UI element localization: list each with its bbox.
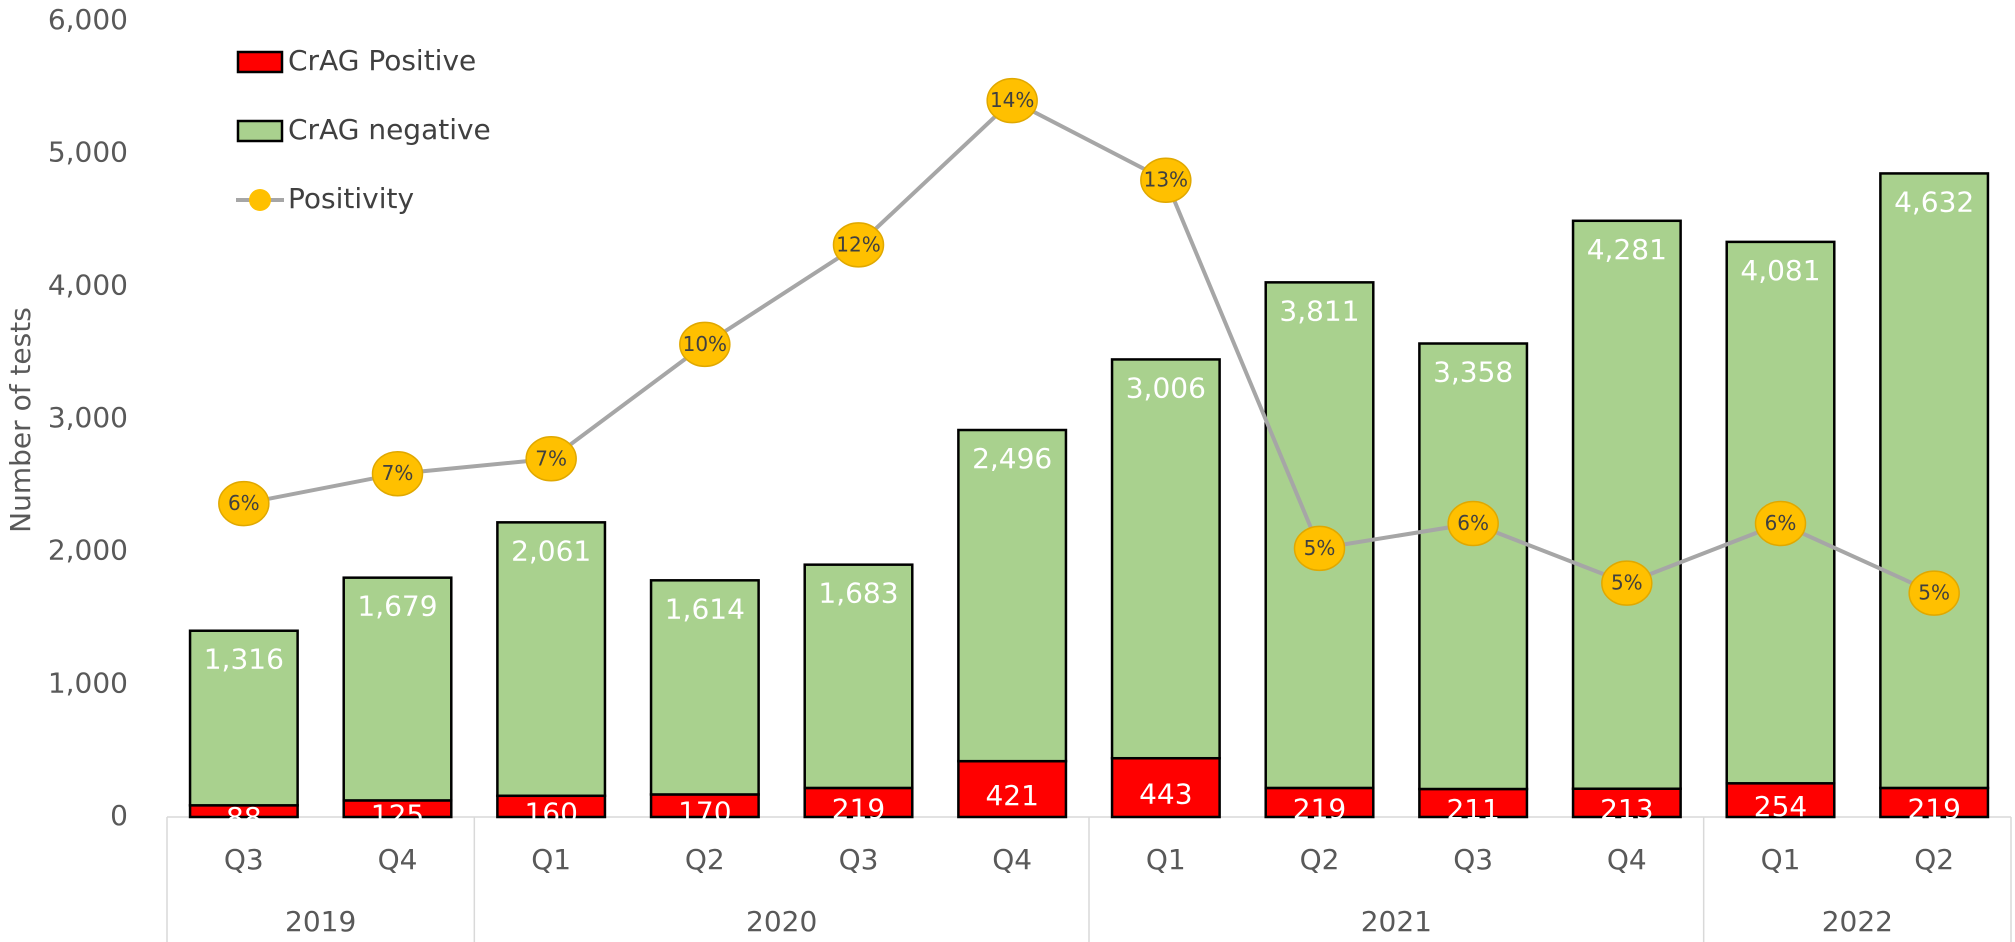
bar-segment: [1879, 172, 1990, 790]
data-label: 4,632: [1894, 185, 1974, 218]
data-label: 1,679: [357, 590, 437, 623]
data-label: 6%: [1765, 511, 1797, 535]
bar-segment: [1571, 219, 1682, 790]
legend-label: CrAG negative: [288, 113, 491, 146]
data-label: 7%: [382, 461, 414, 485]
y-tick-label: 5,000: [48, 136, 128, 169]
x-tick-label: Q1: [1146, 843, 1186, 876]
data-label: 219: [1293, 792, 1346, 825]
legend-label: CrAG Positive: [288, 44, 476, 77]
legend-label: Positivity: [288, 182, 414, 215]
group-label: 2019: [285, 905, 356, 938]
line-marker: [1908, 570, 1960, 616]
data-label: 13%: [1144, 168, 1188, 192]
group-label: 2021: [1361, 905, 1432, 938]
line-marker: [1601, 560, 1653, 606]
bar-segment: [188, 629, 299, 807]
bar-segment: [1418, 342, 1529, 791]
bar-segment: [342, 576, 453, 802]
data-label: 88: [226, 801, 262, 834]
group-label: 2022: [1822, 905, 1893, 938]
data-label: 7%: [535, 446, 567, 470]
data-label: 211: [1446, 793, 1499, 826]
data-label: 2,061: [511, 534, 591, 567]
line-marker: [218, 480, 270, 527]
line-marker: [679, 321, 731, 368]
data-label: 160: [524, 796, 577, 829]
group-label: 2020: [746, 905, 817, 938]
line-marker: [986, 77, 1038, 124]
data-label: 170: [678, 796, 731, 829]
line-marker: [371, 450, 424, 497]
line-marker: [1447, 500, 1499, 547]
data-label: 5%: [1918, 581, 1950, 605]
y-tick-label: 1,000: [48, 666, 128, 699]
y-axis-label: Number of tests: [4, 307, 37, 533]
bar-segment: [496, 521, 607, 798]
data-label: 3,358: [1433, 356, 1513, 389]
data-label: 4,281: [1587, 233, 1667, 266]
y-tick-label: 4,000: [48, 268, 128, 301]
data-label: 254: [1754, 790, 1807, 823]
data-label: 2,496: [972, 442, 1052, 475]
bar-segment: [957, 428, 1068, 763]
bar-segment: [1725, 782, 1836, 819]
legend-marker: [249, 189, 271, 211]
x-tick-label: Q3: [839, 843, 879, 876]
legend-swatch: [236, 50, 284, 74]
data-label: 6%: [228, 491, 260, 515]
data-label: 421: [985, 779, 1038, 812]
y-tick-label: 6,000: [48, 3, 128, 36]
data-label: 12%: [836, 232, 880, 256]
data-label: 1,614: [665, 592, 745, 625]
x-tick-label: Q3: [1453, 843, 1493, 876]
bar-segment: [1418, 787, 1529, 819]
data-label: 14%: [990, 88, 1034, 112]
data-label: 5%: [1611, 571, 1643, 595]
bar-segment: [1110, 756, 1221, 819]
legend-swatch: [236, 119, 284, 143]
data-label: 10%: [683, 332, 727, 356]
bar-segment: [649, 579, 760, 796]
x-tick-label: Q3: [224, 843, 264, 876]
y-tick-label: 0: [110, 799, 128, 832]
data-label: 219: [832, 792, 885, 825]
x-tick-label: Q4: [992, 843, 1032, 876]
x-tick-label: Q4: [1607, 843, 1647, 876]
data-label: 1,316: [204, 643, 284, 676]
bar-segment: [803, 563, 914, 790]
data-label: 219: [1907, 792, 1960, 825]
line-marker: [1293, 525, 1346, 572]
line-marker: [525, 436, 577, 482]
x-tick-label: Q1: [1761, 843, 1801, 876]
x-tick-label: Q2: [1300, 843, 1340, 876]
x-tick-label: Q4: [378, 843, 418, 876]
line-marker: [1140, 157, 1192, 203]
data-label: 4,081: [1740, 254, 1820, 287]
data-label: 6%: [1457, 511, 1489, 535]
line-marker: [1754, 500, 1807, 547]
bar-segment: [1110, 358, 1221, 760]
y-tick-label: 3,000: [48, 401, 128, 434]
x-tick-label: Q1: [531, 843, 571, 876]
y-tick-label: 2,000: [48, 534, 128, 567]
data-label: 3,006: [1126, 371, 1206, 404]
data-label: 5%: [1304, 536, 1336, 560]
data-label: 1,683: [818, 577, 898, 610]
line-marker: [832, 222, 885, 268]
x-tick-label: Q2: [685, 843, 725, 876]
data-label: 3,811: [1279, 294, 1359, 327]
data-label: 443: [1139, 778, 1192, 811]
data-label: 125: [371, 799, 424, 832]
x-tick-label: Q2: [1914, 843, 1954, 876]
data-label: 213: [1600, 793, 1653, 826]
